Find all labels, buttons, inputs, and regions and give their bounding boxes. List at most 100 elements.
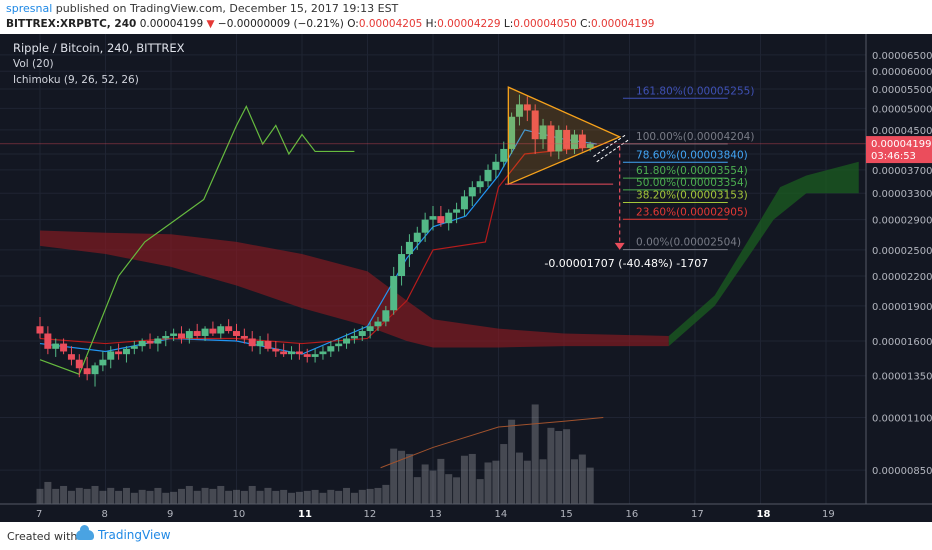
time-tick-label: 14 (495, 509, 508, 520)
candle-body (303, 354, 311, 357)
volume-bar (578, 454, 586, 504)
candle-body (115, 351, 123, 355)
legend-volume[interactable]: Vol (20) (13, 58, 54, 70)
candle-body (36, 326, 44, 334)
volume-bar (586, 467, 594, 504)
cloud-icon (76, 525, 94, 540)
volume-bar (75, 487, 83, 504)
volume-bar (531, 404, 539, 504)
volume-bar (217, 485, 225, 504)
published-text: published on TradingView.com, December 1… (55, 2, 399, 15)
candle-body (563, 129, 571, 149)
symmetrical-triangle (507, 86, 622, 186)
candle-body (508, 116, 516, 149)
time-tick-label: 9 (167, 509, 173, 520)
candle-body (60, 343, 68, 352)
candle-body (421, 219, 429, 233)
price-tick-label: 0.00002900 (872, 216, 932, 227)
price-chart-svg[interactable]: 161.80%(0.00005255)100.00%(0.00004204)78… (0, 34, 932, 522)
time-tick-label: 17 (691, 509, 704, 520)
volume-bar (209, 488, 217, 504)
tradingview-logo[interactable]: TradingView (76, 525, 171, 542)
candle-body (586, 144, 594, 148)
candle-body (225, 326, 233, 332)
candle-body (343, 338, 351, 344)
volume-bar (185, 485, 193, 504)
candle-body (327, 346, 335, 352)
fib-level-label: 161.80%(0.00005255) (636, 85, 754, 97)
volume-bar (563, 429, 571, 504)
time-tick-label: 19 (822, 509, 835, 520)
candle-body (130, 346, 138, 349)
volume-bar (453, 477, 461, 504)
candle-body (311, 354, 319, 357)
volume-bar (374, 487, 382, 504)
candle-body (429, 216, 437, 220)
candle-body (531, 110, 539, 140)
author-link[interactable]: spresnal (6, 2, 53, 15)
publish-line: spresnal published on TradingView.com, D… (6, 2, 398, 15)
legend-ichimoku[interactable]: Ichimoku (9, 26, 52, 26) (13, 74, 139, 86)
volume-bar (233, 489, 240, 504)
candle-body (91, 365, 99, 375)
candle-body (350, 335, 358, 339)
volume-bar (225, 490, 233, 504)
price-tick-label: 0.00001600 (872, 337, 932, 348)
candle-body (170, 333, 178, 336)
volume-bar (335, 490, 343, 504)
time-tick-label: 16 (626, 509, 639, 520)
candle-body (484, 169, 492, 182)
measure-arrow-head (614, 242, 625, 250)
last-price-tag-value: 0.00004199 (871, 139, 931, 150)
volume-bar (547, 427, 555, 504)
fib-level-label: 100.00%(0.00004204) (636, 131, 754, 143)
countdown-label: 03:46:53 (871, 151, 916, 162)
volume-bar (437, 458, 445, 504)
created-with-label: Created with (7, 530, 78, 543)
price-tick-label: 0.00006000 (872, 67, 932, 78)
volume-bar (52, 488, 60, 504)
volume-bar (288, 492, 296, 504)
volume-bar (240, 490, 248, 504)
volume-bar (36, 488, 44, 504)
candle-body (233, 331, 240, 336)
last-price-tag (866, 136, 932, 164)
candle-body (437, 216, 445, 224)
low-label: L: (503, 18, 514, 30)
volume-bar (382, 484, 390, 504)
price-tick-label: 0.00006500 (872, 51, 932, 62)
candle-body (515, 104, 523, 117)
candle-body (67, 354, 75, 360)
time-tick-label: 18 (757, 509, 771, 520)
chart-area[interactable]: 161.80%(0.00005255) 100.00%(0.00004204) 78… (0, 34, 932, 522)
price-change: −0.00000009 (−0.21%) (217, 18, 344, 30)
measure-label: -0.00001707 (-40.48%) -1707 (544, 257, 708, 270)
candle-body (500, 148, 508, 162)
candle-body (138, 341, 146, 347)
down-triangle-icon: ▼ (206, 18, 215, 30)
brand-name: TradingView (98, 528, 171, 542)
volume-bar (500, 444, 508, 504)
volume-bar (429, 470, 437, 504)
candle-body (185, 331, 193, 339)
fib-level-label: 50.00%(0.00003354) (636, 177, 748, 189)
fib-level-label: 38.20%(0.00003153) (636, 190, 748, 202)
price-tick-label: 0.00002500 (872, 246, 932, 257)
candle-body (547, 125, 555, 152)
close-value: 0.00004199 (590, 18, 655, 30)
candle-body (390, 276, 398, 311)
candle-body (319, 351, 327, 355)
volume-bar (201, 487, 209, 504)
legend-title: Ripple / Bitcoin, 240, BITTREX (13, 41, 185, 55)
fib-level-label: 23.60%(0.00002905) (636, 206, 748, 218)
candle-body (374, 321, 382, 327)
volume-bar (107, 487, 115, 504)
price-tick-label: 0.00005000 (872, 104, 932, 115)
volume-bar (170, 491, 178, 504)
candle-body (468, 187, 476, 197)
volume-bar (350, 492, 358, 504)
volume-bar (539, 459, 547, 504)
volume-bar (67, 490, 75, 504)
fib-level-label: 61.80%(0.00003554) (636, 165, 748, 177)
candle-body (382, 310, 390, 322)
